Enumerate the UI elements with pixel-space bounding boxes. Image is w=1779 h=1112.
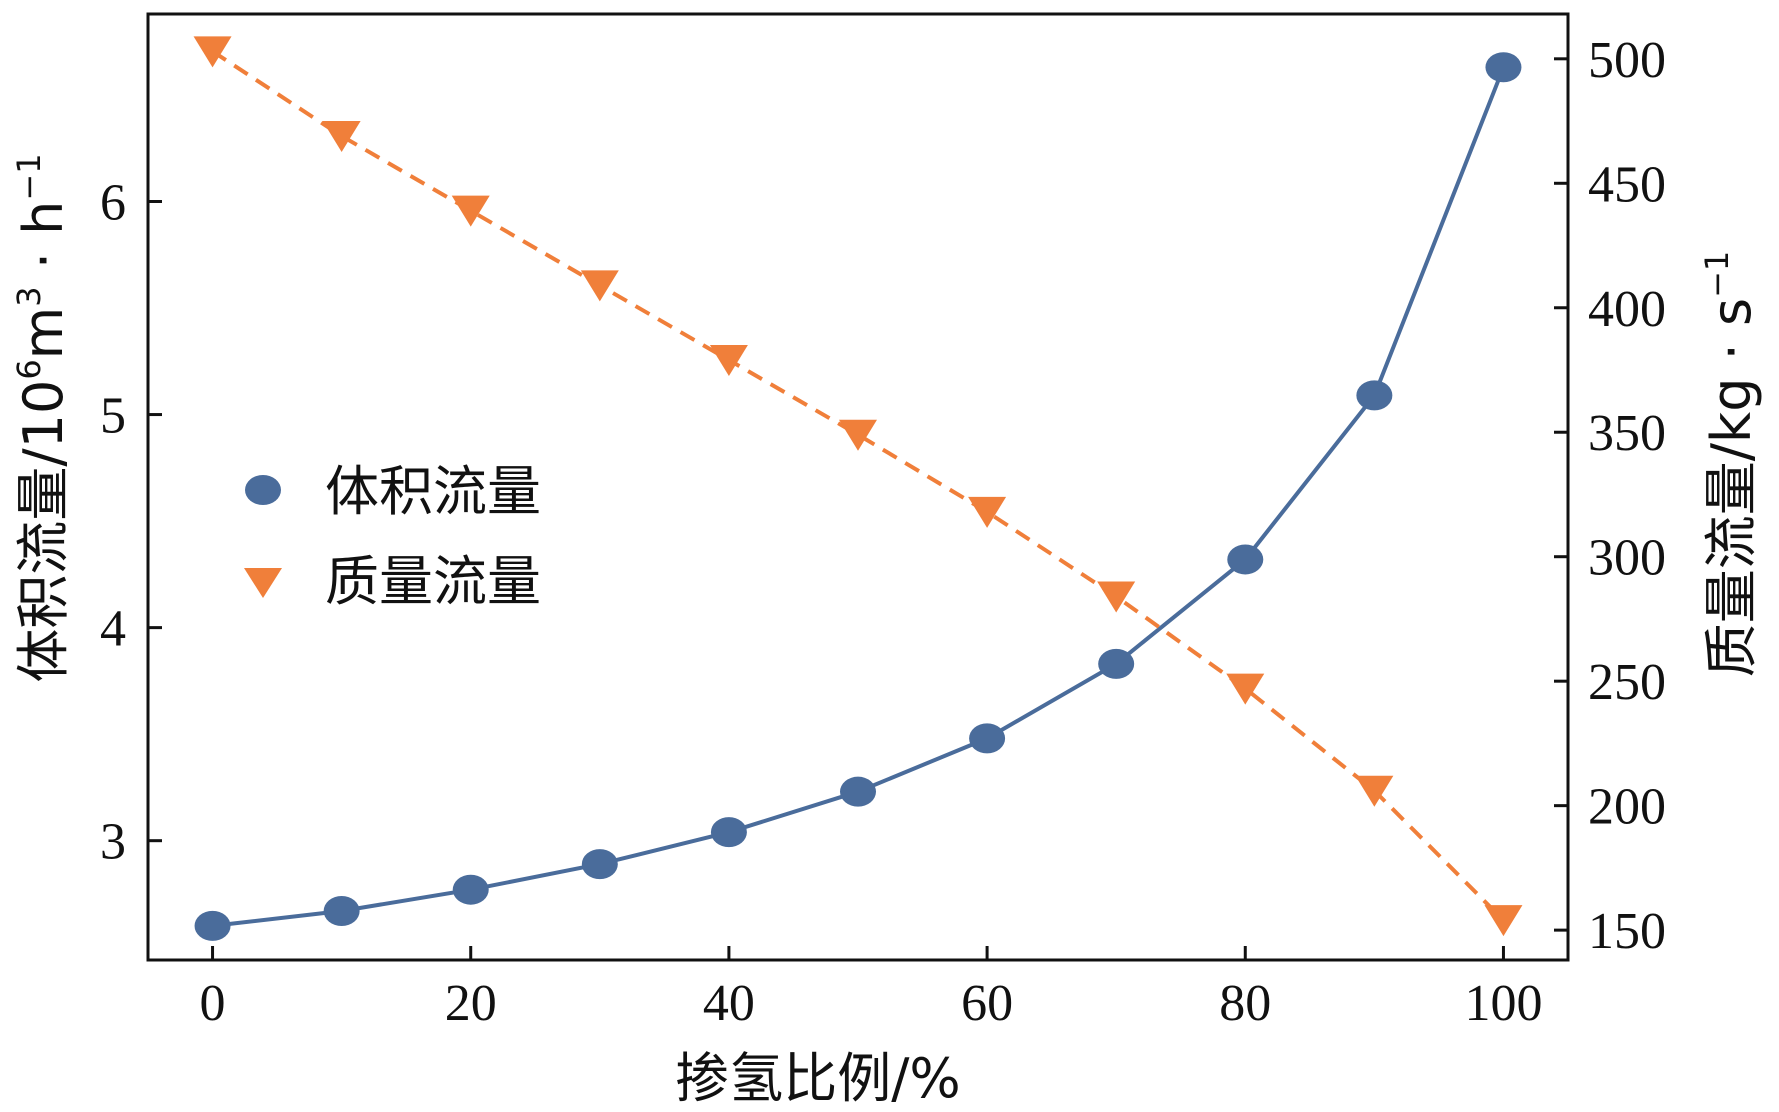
series-mass-flow — [193, 36, 1523, 937]
right-y-tick-label: 300 — [1588, 530, 1666, 587]
right-y-tick-label: 350 — [1588, 405, 1666, 462]
data-point — [323, 895, 360, 926]
data-point — [580, 270, 619, 302]
data-point — [322, 120, 361, 152]
x-tick-label: 100 — [1464, 975, 1542, 1032]
x-axis-title: 掺氢比例/% — [675, 1047, 961, 1110]
data-point — [1098, 648, 1135, 679]
legend-marker-circle — [245, 475, 281, 505]
plot-border — [146, 12, 1570, 962]
series-volume-flow — [194, 52, 1522, 941]
data-point — [1356, 380, 1393, 411]
legend-item-mass-flow: 质量流量 — [244, 550, 541, 613]
x-tick-label: 60 — [961, 975, 1013, 1032]
x-tick-label: 80 — [1219, 975, 1271, 1032]
data-point — [969, 723, 1006, 754]
data-point — [1485, 52, 1522, 83]
left-y-tick-label: 6 — [100, 174, 126, 231]
data-point — [581, 849, 618, 880]
right-y-tick-label: 150 — [1588, 903, 1666, 960]
right-y-tick-label: 400 — [1588, 281, 1666, 338]
right-y-tick-label: 250 — [1588, 654, 1666, 711]
data-point — [968, 496, 1007, 528]
data-point — [451, 195, 490, 227]
left-y-label-dot-h: · h — [12, 201, 75, 287]
x-tick-label: 40 — [703, 975, 755, 1032]
data-point — [193, 36, 232, 68]
data-point — [1355, 775, 1394, 807]
legend-label-mass-flow: 质量流量 — [325, 550, 541, 613]
x-axis-ticks: 0 20 40 60 80 100 — [200, 946, 1542, 1032]
right-y-label-sup-minus1: −1 — [1698, 251, 1736, 298]
right-y-tick-label: 500 — [1588, 32, 1666, 89]
left-y-label-sup-6: 6 — [10, 359, 48, 379]
left-y-label-m: m — [12, 307, 75, 360]
left-y-axis-title: 体积流量/106m3 · h−1 — [10, 153, 75, 682]
x-tick-label: 20 — [445, 975, 497, 1032]
left-y-axis-ticks: 3 4 5 6 — [100, 174, 162, 871]
right-y-axis-ticks: 150 200 250 300 350 400 450 500 — [1554, 32, 1666, 960]
right-y-label-main: 质量流量/kg · s — [1700, 298, 1763, 677]
x-tick-label: 0 — [200, 975, 226, 1032]
left-y-tick-label: 5 — [100, 388, 126, 445]
left-y-label-sup-minus1: −1 — [10, 153, 48, 200]
data-point — [709, 345, 748, 377]
left-y-tick-label: 3 — [100, 814, 126, 871]
right-y-tick-label: 200 — [1588, 779, 1666, 836]
left-y-label-main: 体积流量/10 — [12, 380, 75, 683]
series-layer — [193, 36, 1523, 941]
plot-frame — [146, 12, 1570, 962]
left-y-label-sup-3: 3 — [10, 286, 48, 306]
right-y-axis-title: 质量流量/kg · s−1 — [1698, 251, 1763, 678]
data-point — [840, 776, 876, 807]
data-point — [1097, 581, 1136, 613]
data-point — [839, 419, 877, 451]
data-point — [194, 910, 231, 941]
data-point — [1227, 544, 1264, 575]
data-point — [452, 874, 489, 905]
left-y-tick-label: 4 — [100, 601, 126, 658]
legend-marker-triangle — [244, 568, 282, 598]
legend: 体积流量 质量流量 — [244, 460, 541, 613]
data-point — [710, 817, 747, 848]
legend-label-volume-flow: 体积流量 — [325, 460, 541, 523]
data-point — [1226, 673, 1265, 705]
legend-item-volume-flow: 体积流量 — [245, 460, 541, 523]
right-y-tick-label: 450 — [1588, 156, 1666, 213]
data-point — [1484, 905, 1523, 937]
